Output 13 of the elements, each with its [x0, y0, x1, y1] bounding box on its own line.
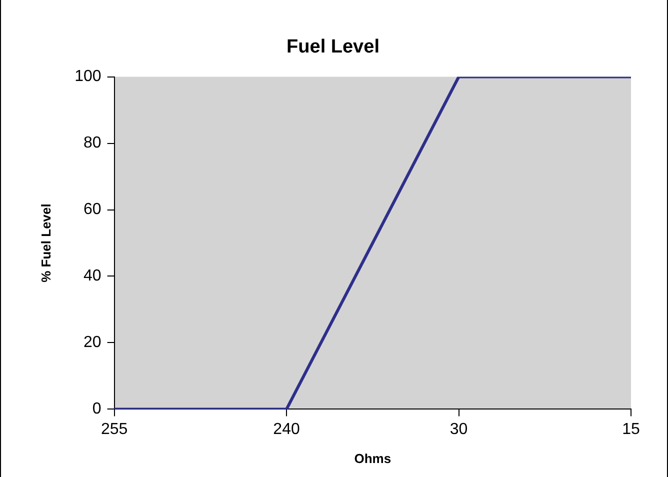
x-tick-label: 255	[100, 421, 128, 438]
y-axis-title: % Fuel Level	[38, 204, 54, 282]
x-axis-title: Ohms	[354, 450, 392, 466]
x-tick-label: 15	[622, 421, 640, 438]
y-tick-label: 20	[84, 334, 102, 352]
y-tick-label: 40	[84, 268, 102, 285]
y-tick-label: 60	[84, 201, 102, 218]
x-tick-label: 30	[450, 421, 468, 438]
y-tick-label: 0	[92, 400, 102, 418]
x-tick-label: 240	[273, 421, 300, 438]
y-tick-label: 100	[74, 68, 102, 86]
y-tick-label: 80	[84, 134, 102, 152]
chart-title: Fuel Level	[286, 36, 380, 58]
